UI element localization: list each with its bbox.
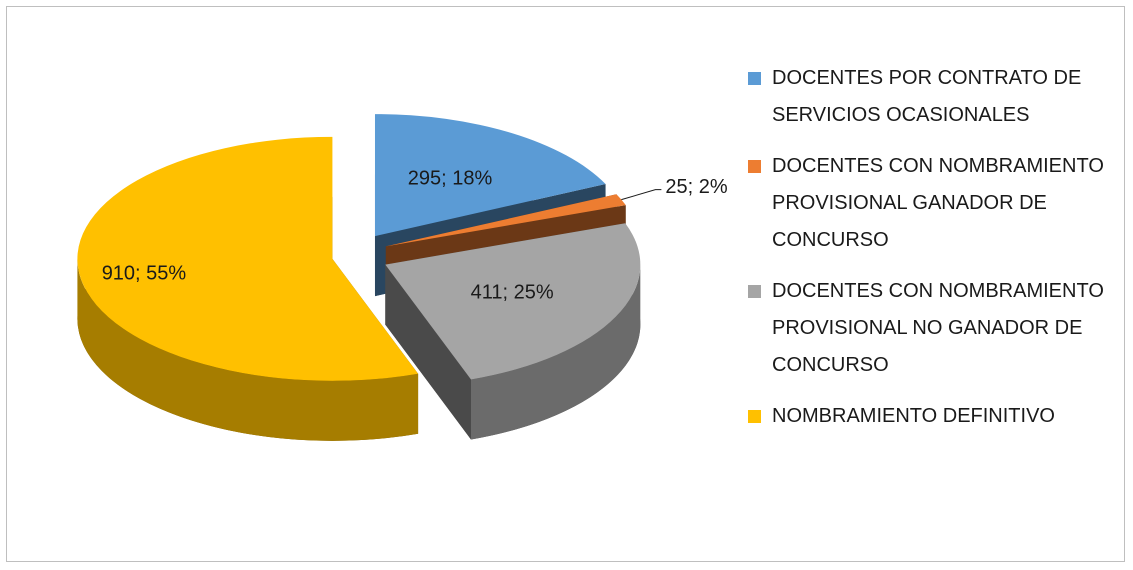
legend-item: DOCENTES CON NOMBRAMIENTO PROVISIONAL GA…: [748, 148, 1118, 259]
legend-label: NOMBRAMIENTO DEFINITIVO: [772, 405, 1055, 427]
data-label: 411; 25%: [471, 282, 554, 304]
legend-item: DOCENTES POR CONTRATO DE SERVICIOS OCASI…: [748, 60, 1118, 134]
legend-swatch: [748, 285, 761, 298]
data-label: 910; 55%: [102, 263, 187, 285]
legend: DOCENTES POR CONTRATO DE SERVICIOS OCASI…: [748, 60, 1118, 449]
data-label: 295; 18%: [408, 168, 493, 190]
pie-slice: [385, 194, 626, 247]
slice-wall: [77, 258, 419, 441]
pie-slice: [374, 114, 606, 237]
chart-border: [6, 6, 1125, 562]
pie-slice: [385, 223, 641, 380]
legend-item: NOMBRAMIENTO DEFINITIVO: [748, 398, 1118, 435]
legend-label: DOCENTES CON NOMBRAMIENTO PROVISIONAL NO…: [772, 280, 1104, 376]
legend-item: DOCENTES CON NOMBRAMIENTO PROVISIONAL NO…: [748, 273, 1118, 384]
legend-swatch: [748, 410, 761, 423]
legend-swatch: [748, 160, 761, 173]
legend-label: DOCENTES CON NOMBRAMIENTO PROVISIONAL GA…: [772, 155, 1104, 251]
data-label: 25; 2%: [665, 176, 727, 198]
legend-label: DOCENTES POR CONTRATO DE SERVICIOS OCASI…: [772, 67, 1082, 126]
slice-wall: [471, 264, 641, 440]
slice-side: [385, 264, 472, 440]
legend-swatch: [748, 72, 761, 85]
leader-line: [621, 189, 662, 201]
pie-slice: [77, 136, 419, 381]
